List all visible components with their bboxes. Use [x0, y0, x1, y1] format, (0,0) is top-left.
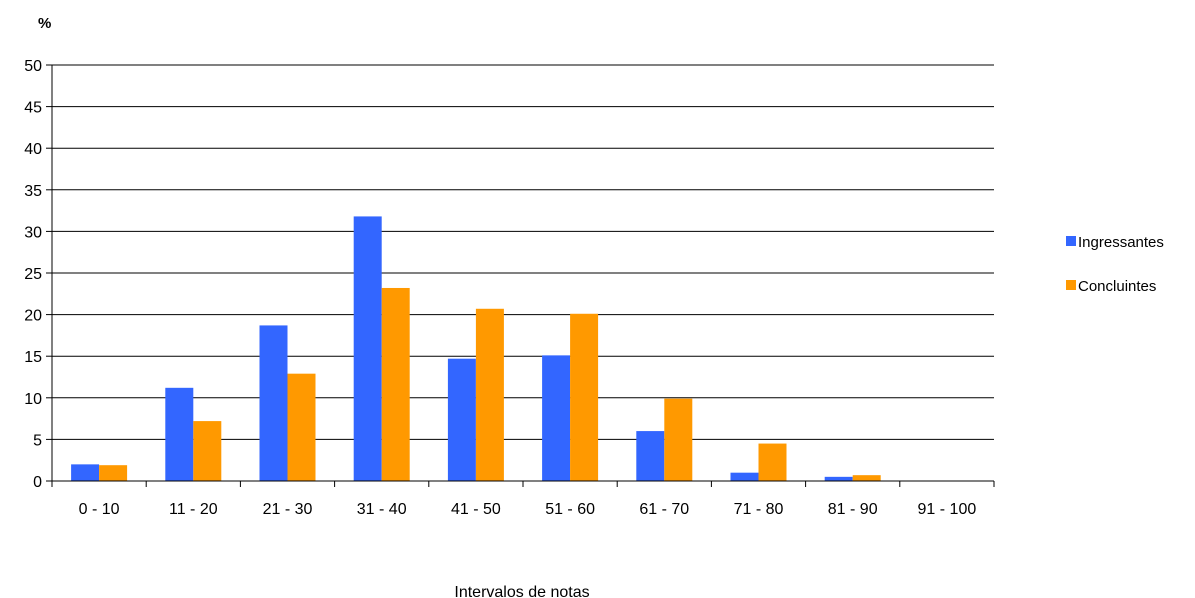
y-tick-label: 40	[24, 141, 42, 158]
legend-label-concluintes: Concluintes	[1078, 278, 1156, 295]
bar-ingressantes-4	[447, 358, 476, 481]
bars	[71, 216, 881, 481]
y-tick-label: 45	[24, 100, 42, 117]
x-tick-label: 51 - 60	[545, 501, 595, 518]
bar-concluintes-1	[193, 421, 222, 481]
bar-concluintes-8	[852, 475, 881, 481]
y-tick-label: 0	[33, 474, 42, 491]
x-tick-label: 31 - 40	[357, 501, 407, 518]
x-tick-label: 0 - 10	[79, 501, 120, 518]
x-tick-label: 41 - 50	[451, 501, 501, 518]
x-tick-label: 91 - 100	[918, 501, 977, 518]
x-tick-label: 81 - 90	[828, 501, 878, 518]
bar-concluintes-2	[287, 373, 316, 481]
y-axis-ticks: 0 5 10 15 20 25 30 35 40 45 50	[24, 58, 52, 491]
bar-concluintes-3	[381, 287, 410, 481]
bar-concluintes-5	[570, 313, 599, 481]
x-tick-label: 11 - 20	[169, 501, 218, 518]
x-tick-label: 21 - 30	[263, 501, 313, 518]
y-tick-label: 15	[24, 349, 42, 366]
bar-ingressantes-5	[542, 355, 571, 481]
bar-concluintes-6	[664, 398, 693, 481]
gridlines	[52, 64, 994, 440]
y-axis-label: %	[38, 15, 51, 32]
x-axis-ticks: 0 - 10 11 - 20 21 - 30 31 - 40 41 - 50 51 - 6…	[51, 481, 995, 518]
y-tick-label: 25	[24, 266, 42, 283]
y-tick-label: 20	[24, 308, 42, 325]
bar-ingressantes-1	[165, 387, 194, 481]
bar-concluintes-0	[99, 465, 128, 481]
legend: Ingressantes Concluintes	[1066, 234, 1164, 295]
bar-ingressantes-0	[71, 464, 100, 481]
bar-ingressantes-2	[259, 325, 288, 481]
y-tick-label: 10	[24, 391, 42, 408]
y-tick-label: 50	[24, 58, 42, 75]
bar-ingressantes-6	[636, 431, 665, 481]
legend-swatch-ingressantes	[1066, 236, 1076, 246]
x-tick-label: 71 - 80	[734, 501, 784, 518]
x-axis-label: Intervalos de notas	[454, 584, 589, 598]
bar-ingressantes-3	[353, 216, 382, 481]
legend-swatch-concluintes	[1066, 280, 1076, 290]
y-tick-label: 5	[33, 432, 42, 449]
legend-label-ingressantes: Ingressantes	[1078, 234, 1164, 251]
y-tick-label: 35	[24, 183, 42, 200]
bar-ingressantes-7	[730, 472, 759, 481]
y-tick-label: 30	[24, 224, 42, 241]
x-tick-label: 61 - 70	[639, 501, 689, 518]
bar-ingressantes-8	[824, 476, 853, 481]
bar-concluintes-7	[758, 443, 787, 481]
bar-concluintes-4	[475, 308, 504, 481]
